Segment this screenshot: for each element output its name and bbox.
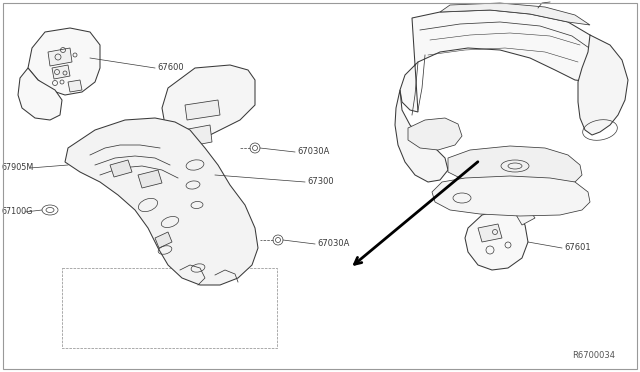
Polygon shape (110, 160, 132, 177)
Polygon shape (68, 80, 82, 92)
Text: 67300: 67300 (307, 177, 333, 186)
Polygon shape (465, 210, 528, 270)
Text: R6700034: R6700034 (572, 351, 615, 360)
Polygon shape (52, 65, 70, 79)
Bar (62, 268, 277, 348)
Polygon shape (185, 100, 220, 120)
Polygon shape (578, 35, 628, 135)
Polygon shape (183, 125, 212, 147)
Polygon shape (48, 48, 72, 66)
Text: 67030A: 67030A (297, 148, 330, 157)
Polygon shape (155, 65, 255, 240)
Text: 67600: 67600 (157, 64, 184, 73)
Polygon shape (478, 224, 502, 242)
Polygon shape (28, 28, 100, 95)
Polygon shape (155, 232, 172, 248)
Polygon shape (65, 118, 258, 285)
Polygon shape (440, 3, 590, 25)
Polygon shape (432, 176, 590, 216)
Polygon shape (515, 208, 535, 225)
Polygon shape (138, 170, 162, 188)
Text: 67601: 67601 (564, 244, 591, 253)
Polygon shape (408, 118, 462, 150)
Text: 67100G: 67100G (2, 208, 33, 217)
Text: 67030A: 67030A (317, 240, 349, 248)
Polygon shape (395, 90, 448, 182)
Text: 67905M: 67905M (2, 164, 35, 173)
Polygon shape (400, 10, 610, 112)
Polygon shape (448, 146, 582, 185)
Polygon shape (18, 68, 62, 120)
